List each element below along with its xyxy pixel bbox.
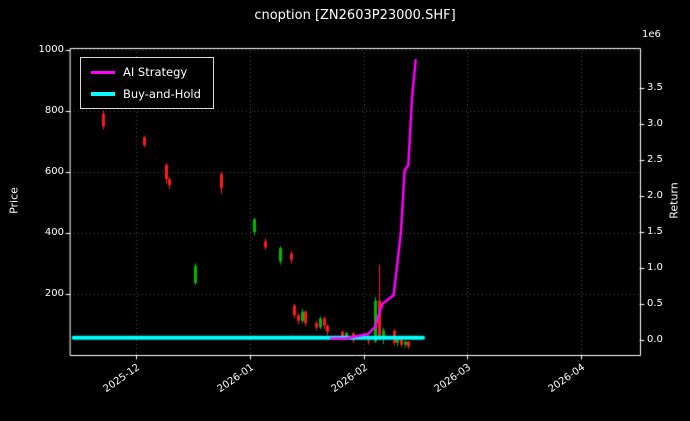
left-y-tick-label: 1000 — [38, 43, 64, 55]
right-y-tick-label: 3.5 — [647, 81, 663, 93]
left-y-tick-label: 200 — [44, 287, 64, 299]
ai-strategy-line-swatch — [91, 70, 115, 74]
right-y-tick-label: 3.0 — [647, 117, 663, 129]
right-axis-label: Return — [667, 182, 681, 219]
chart-title: cnoption [ZN2603P23000.SHF] — [254, 8, 456, 23]
right-y-tick-label: 1.0 — [647, 261, 663, 273]
right-y-tick-label: 0.5 — [647, 297, 663, 309]
legend: AI Strategy Buy-and-Hold — [80, 57, 214, 109]
legend-label-ai-strategy: AI Strategy — [123, 65, 188, 79]
right-axis-multiplier: 1e6 — [642, 29, 661, 40]
right-y-tick-label: 2.0 — [647, 189, 663, 201]
right-y-tick-label: 1.5 — [647, 225, 663, 237]
legend-label-buy-and-hold: Buy-and-Hold — [123, 87, 201, 101]
left-y-tick-label: 600 — [44, 165, 64, 177]
legend-item-buy-and-hold: Buy-and-Hold — [91, 87, 201, 101]
left-y-tick-label: 400 — [44, 226, 64, 238]
left-y-tick-label: 800 — [44, 104, 64, 116]
buy-and-hold-line-swatch — [91, 92, 115, 96]
right-y-tick-label: 2.5 — [647, 153, 663, 165]
legend-item-ai-strategy: AI Strategy — [91, 65, 201, 79]
right-y-tick-label: 0.0 — [647, 333, 663, 345]
